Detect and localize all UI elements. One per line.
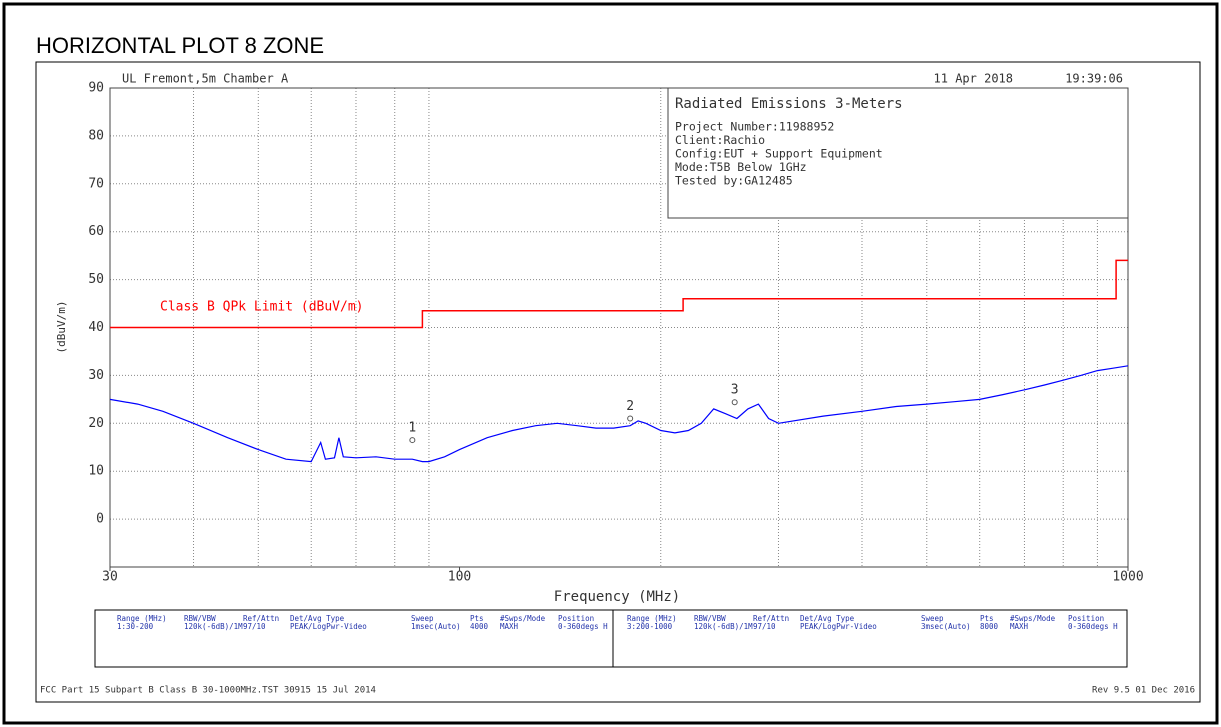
x-tick-label: 30 [102,570,118,585]
info-line: Mode:T5B Below 1GHz [675,160,807,174]
date-label: 11 Apr 2018 [934,72,1013,86]
table-cell: 0-360degs H [1068,622,1118,631]
y-tick-label: 0 [96,512,104,527]
table-cell: PEAK/LogPwr-Video [800,622,877,631]
table-header: Sweep [921,614,944,623]
table-cell: 8000 [980,622,999,631]
table-header: Range (MHz) [627,614,677,623]
marker [627,415,634,422]
table-cell: 0-360degs H [558,622,608,631]
table-cell: PEAK/LogPwr-Video [290,622,367,631]
table-header: #Swps/Mode [1010,614,1056,623]
info-line: Project Number:11988952 [675,120,834,134]
table-header: RBW/VBW [694,614,726,623]
table-cell: 4000 [470,622,489,631]
marker [409,437,416,444]
table-border [94,609,1128,668]
table-header: Position [558,614,594,623]
y-tick-label: 70 [88,176,104,191]
limit-label: Class B QPk Limit (dBuV/m) [160,300,364,315]
y-tick-label: 60 [88,224,104,239]
table-header: RBW/VBW [184,614,216,623]
table-cell: 3msec(Auto) [921,622,971,631]
y-tick-label: 90 [88,81,104,96]
table-cell: 1:30-200 [117,622,154,631]
x-tick-label: 1000 [1112,570,1143,585]
marker-label: 3 [731,383,739,398]
trace-line [109,365,1129,463]
marker-label: 1 [408,421,416,436]
y-tick-label: 50 [88,272,104,287]
info-line: Config:EUT + Support Equipment [675,147,883,161]
inner-border [35,61,1201,703]
info-line: Client:Rachio [675,133,765,147]
table-header: Sweep [411,614,434,623]
table-cell: MAXH [1010,622,1029,631]
y-tick-label: 40 [88,320,104,335]
table-header: Ref/Attn [753,614,789,623]
settings-table: Range (MHz)1:30-200RBW/VBW120k(-6dB)/1MR… [94,609,1128,668]
y-tick-label: 30 [88,368,104,383]
table-cell: 120k(-6dB)/1M [184,622,243,631]
y-axis-label: (dBuV/m) [55,301,68,354]
y-tick-label: 80 [88,128,104,143]
y-tick-label: 10 [88,464,104,479]
info-line: Tested by:GA12485 [675,174,793,188]
table-header: #Swps/Mode [500,614,546,623]
limit-line [110,259,1128,329]
table-cell: 3:200-1000 [627,622,673,631]
table-header: Pts [470,614,484,623]
info-box [667,87,1129,219]
info-title: Radiated Emissions 3-Meters [675,96,903,112]
site-label: UL Fremont,5m Chamber A [122,72,289,86]
table-header: Pts [980,614,994,623]
table-header: Position [1068,614,1104,623]
y-tick-label: 20 [88,416,104,431]
table-header: Det/Avg Type [290,614,345,623]
marker-label: 2 [626,399,634,414]
footer-right: Rev 9.5 01 Dec 2016 [1092,686,1195,696]
table-header: Range (MHz) [117,614,167,623]
table-cell: 1msec(Auto) [411,622,461,631]
table-cell: MAXH [500,622,519,631]
table-cell: 97/10 [753,622,776,631]
table-header: Det/Avg Type [800,614,855,623]
x-axis-label: Frequency (MHz) [554,589,680,605]
table-cell: 120k(-6dB)/1M [694,622,753,631]
time-label: 19:39:06 [1065,72,1123,86]
footer-left: FCC Part 15 Subpart B Class B 30-1000MHz… [40,686,376,696]
marker [731,399,738,406]
x-tick-label: 100 [448,570,471,585]
table-header: Ref/Attn [243,614,279,623]
table-cell: 97/10 [243,622,266,631]
chart-title: HORIZONTAL PLOT 8 ZONE [36,33,324,58]
